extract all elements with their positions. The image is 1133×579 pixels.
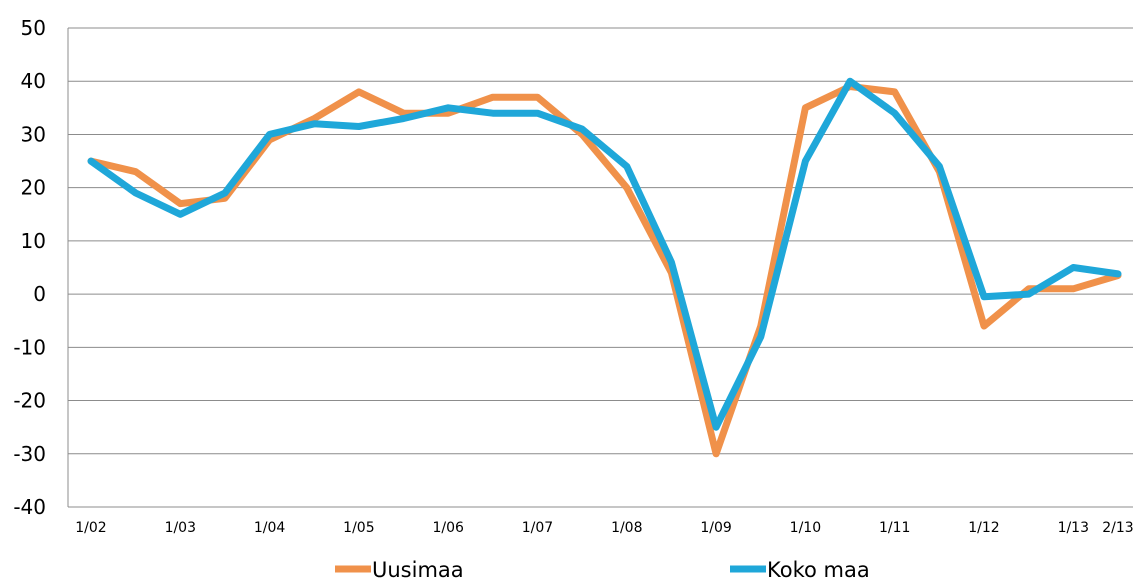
x-tick-label: 1/02 <box>75 520 106 536</box>
x-tick-label: 1/06 <box>432 520 464 536</box>
x-tick-label: 1/05 <box>343 520 374 536</box>
series-line-0 <box>87 83 1122 458</box>
x-tick-label: 1/11 <box>879 520 910 536</box>
x-axis: 1/02 1/03 1/04 1/05 1/06 1/07 1/08 1/09 1/10 1/11… <box>75 520 1133 536</box>
legend: Uusimaa Koko maa <box>335 558 870 579</box>
y-tick-label: 30 <box>21 122 46 146</box>
y-tick-label: -10 <box>13 335 46 359</box>
legend-label: Uusimaa <box>372 558 464 579</box>
x-tick-label: 1/12 <box>968 520 999 536</box>
x-tick-label: 1/08 <box>611 520 642 536</box>
y-axis: -40 -30 -20 -10 0 10 20 30 40 50 <box>13 16 69 519</box>
y-tick-label: -40 <box>13 495 46 519</box>
series-line-1 <box>87 77 1122 431</box>
y-tick-label: 20 <box>21 176 46 200</box>
x-tick-label: 1/07 <box>522 520 553 536</box>
gridlines <box>68 27 1133 508</box>
x-tick-label: 2/13 <box>1102 520 1133 536</box>
x-tick-label: 1/09 <box>700 520 731 536</box>
y-tick-label: -20 <box>13 389 46 413</box>
y-tick-label: 40 <box>21 69 46 93</box>
x-tick-label: 1/13 <box>1058 520 1089 536</box>
legend-label: Koko maa <box>767 558 870 579</box>
x-tick-label: 1/04 <box>254 520 286 536</box>
y-tick-label: 0 <box>33 282 46 306</box>
y-tick-label: 10 <box>21 229 46 253</box>
x-tick-label: 1/10 <box>790 520 821 536</box>
y-tick-label: -30 <box>13 442 46 466</box>
series-lines <box>87 77 1122 458</box>
x-tick-label: 1/03 <box>165 520 196 536</box>
y-tick-label: 50 <box>21 16 46 40</box>
